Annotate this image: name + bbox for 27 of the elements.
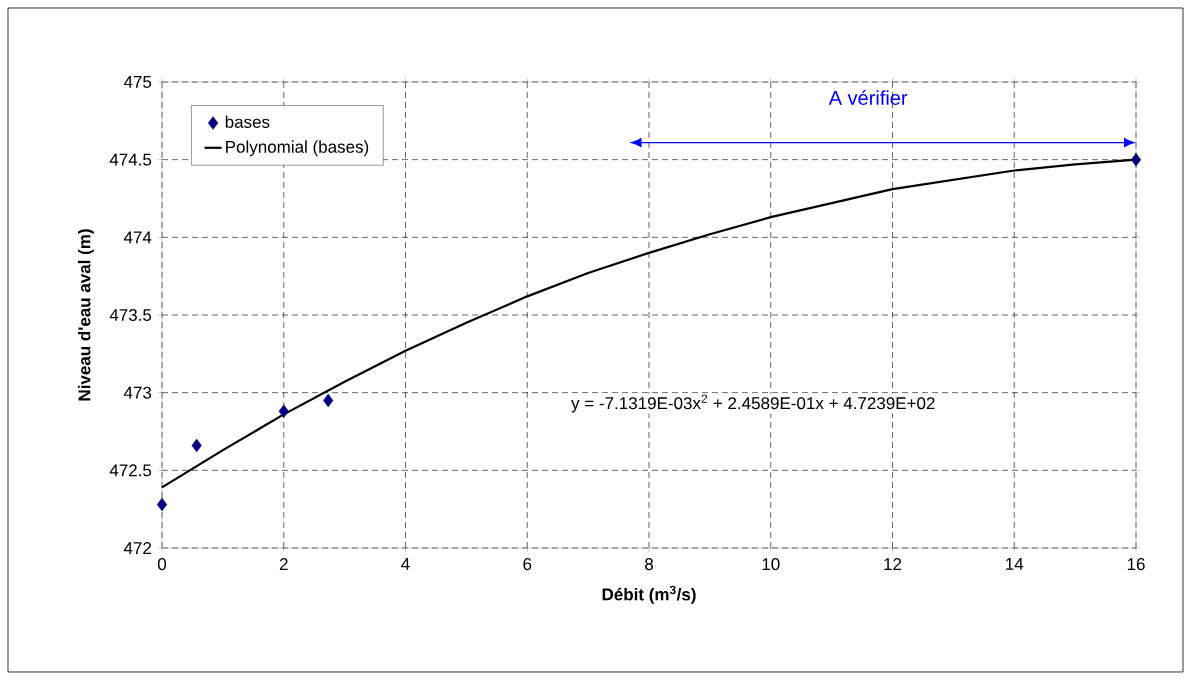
x-tick-label: 12 [884, 558, 902, 570]
annotation: y = -7.1319E-03x$^{2}$ + 2.4589E-01x + 4.7239E+02 [571, 394, 935, 413]
legend-label: Polynomial (bases) [226, 140, 369, 157]
legend-label: bases [225, 115, 270, 128]
point [156, 497, 168, 512]
annotation: A vérifier [828, 90, 908, 105]
y-tick-label: 472 [123, 542, 152, 554]
y-tick-label: 472.5 [109, 464, 152, 477]
x-tick-label: 16 [1127, 558, 1145, 571]
x-tick-label: 14 [1006, 558, 1024, 570]
y-tick-label: 473.5 [109, 308, 152, 322]
x-tick-label: 2 [279, 558, 288, 570]
point [278, 404, 289, 418]
x-tick-label: 4 [401, 558, 410, 570]
y-tick-label: 473 [123, 386, 152, 399]
point [1130, 152, 1142, 167]
point [323, 393, 334, 408]
y-axis-title: Niveau d'eau aval (m) [77, 229, 94, 401]
x-tick-label: 10 [762, 558, 780, 571]
y-tick-label: 475 [123, 76, 152, 88]
y-tick-label: 474.5 [109, 153, 152, 166]
x-tick-label: 6 [523, 558, 532, 571]
y-tick-label: 474 [123, 231, 152, 244]
x-tick-label: 0 [157, 558, 167, 571]
x-tick-label: 8 [645, 558, 653, 571]
x-axis-title: Débit (m$^{3}$/s) [602, 585, 696, 604]
point [191, 438, 202, 453]
